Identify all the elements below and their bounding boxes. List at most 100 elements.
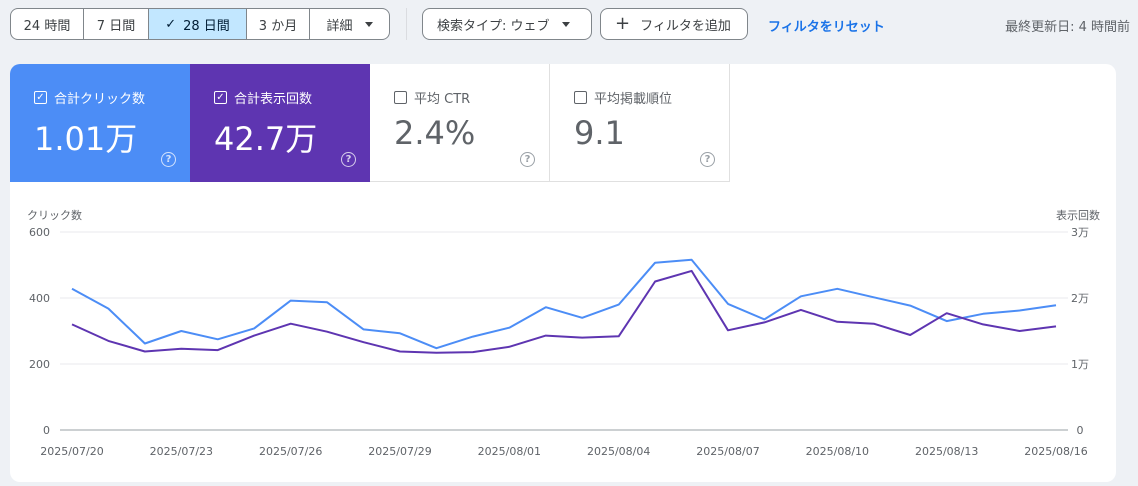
- x-tick-label: 2025/07/29: [368, 445, 431, 458]
- range-custom-button[interactable]: 詳細: [310, 9, 389, 39]
- clicks-data-point[interactable]: [686, 254, 698, 266]
- last-updated-text: 最終更新日: 4 時間前: [1005, 20, 1130, 35]
- impressions-data-point[interactable]: [941, 307, 953, 319]
- help-icon[interactable]: ?: [161, 152, 176, 167]
- impressions-data-point[interactable]: [686, 265, 698, 277]
- help-icon[interactable]: ?: [700, 152, 715, 167]
- clicks-data-point[interactable]: [175, 325, 187, 337]
- y-right-tick-label: 0: [1077, 424, 1084, 437]
- clicks-data-point[interactable]: [66, 283, 78, 295]
- clicks-data-point[interactable]: [212, 333, 224, 345]
- clicks-data-point[interactable]: [831, 283, 843, 295]
- y-right-tick-label: 1万: [1071, 358, 1089, 371]
- impressions-data-point[interactable]: [321, 326, 333, 338]
- metric-total-impressions[interactable]: ✓ 合計表示回数 42.7万 ?: [190, 64, 370, 182]
- impressions-data-point[interactable]: [1014, 325, 1026, 337]
- checkbox-unchecked-icon[interactable]: [394, 91, 407, 104]
- impressions-data-point[interactable]: [358, 336, 370, 348]
- impressions-data-point[interactable]: [285, 318, 297, 330]
- metric-value: 9.1: [574, 114, 625, 152]
- y-left-tick-label: 600: [29, 226, 50, 239]
- impressions-data-point[interactable]: [613, 330, 625, 342]
- clicks-data-point[interactable]: [795, 290, 807, 302]
- x-tick-label: 2025/07/20: [40, 445, 103, 458]
- clicks-data-point[interactable]: [467, 331, 479, 343]
- impressions-data-point[interactable]: [795, 304, 807, 316]
- clicks-data-point[interactable]: [576, 312, 588, 324]
- range-3m-button[interactable]: 3 か月: [247, 9, 310, 39]
- metric-value: 1.01万: [34, 120, 138, 158]
- performance-chart[interactable]: クリック数 表示回数 0 0 200 1万 400 2万 600 3万 2025/07/20 2…: [10, 64, 1116, 482]
- impressions-data-point[interactable]: [212, 344, 224, 356]
- y-axis-right-label: 表示回数: [1056, 208, 1100, 222]
- x-tick-label: 2025/08/10: [806, 445, 869, 458]
- y-axis-left-label: クリック数: [27, 209, 82, 222]
- clicks-data-point[interactable]: [285, 295, 297, 307]
- help-icon[interactable]: ?: [341, 152, 356, 167]
- impressions-data-point[interactable]: [540, 330, 552, 342]
- x-tick-label: 2025/07/23: [150, 445, 213, 458]
- checkbox-checked-icon[interactable]: ✓: [34, 91, 47, 104]
- clicks-data-point[interactable]: [904, 300, 916, 312]
- add-filter-button[interactable]: + フィルタを追加: [600, 8, 748, 40]
- impressions-data-point[interactable]: [576, 332, 588, 344]
- impressions-data-point[interactable]: [722, 324, 734, 336]
- range-7d-button[interactable]: 7 日間: [84, 9, 149, 39]
- checkbox-unchecked-icon[interactable]: [574, 91, 587, 104]
- impressions-data-point[interactable]: [1050, 320, 1062, 332]
- plus-icon: +: [615, 13, 631, 34]
- toolbar: 24 時間 7 日間 ✓ 28 日間 3 か月 詳細 検索タイプ: ウェブ + フィ…: [0, 0, 1138, 48]
- impressions-data-point[interactable]: [467, 346, 479, 358]
- y-left-tick-label: 0: [43, 424, 50, 437]
- clicks-data-point[interactable]: [868, 291, 880, 303]
- impressions-data-point[interactable]: [649, 276, 661, 288]
- impressions-data-point[interactable]: [102, 335, 114, 347]
- performance-card: ✓ 合計クリック数 1.01万 ? ✓ 合計表示回数 42.7万 ? 平均 CTR …: [10, 64, 1116, 482]
- impressions-data-point[interactable]: [430, 347, 442, 359]
- impressions-data-point[interactable]: [831, 316, 843, 328]
- range-24h-button[interactable]: 24 時間: [11, 9, 84, 39]
- metric-average-ctr[interactable]: 平均 CTR 2.4% ?: [370, 64, 550, 182]
- metric-total-clicks[interactable]: ✓ 合計クリック数 1.01万 ?: [10, 64, 190, 182]
- caret-down-icon: [561, 21, 570, 27]
- clicks-data-point[interactable]: [613, 299, 625, 311]
- help-icon[interactable]: ?: [520, 152, 535, 167]
- metric-average-position[interactable]: 平均掲載順位 9.1 ?: [550, 64, 730, 182]
- clicks-data-point[interactable]: [540, 301, 552, 313]
- metric-value: 42.7万: [214, 120, 318, 158]
- impressions-data-point[interactable]: [904, 329, 916, 341]
- clicks-data-point[interactable]: [1050, 299, 1062, 311]
- metric-label: 平均掲載順位: [594, 92, 673, 107]
- impressions-data-point[interactable]: [868, 318, 880, 330]
- metric-label: 合計クリック数: [54, 92, 146, 107]
- clicks-data-point[interactable]: [649, 257, 661, 269]
- clicks-data-point[interactable]: [722, 298, 734, 310]
- clicks-data-point[interactable]: [1014, 305, 1026, 317]
- search-type-dropdown[interactable]: 検索タイプ: ウェブ: [422, 8, 592, 40]
- clicks-series-line[interactable]: [71, 258, 1057, 350]
- range-28d-button[interactable]: ✓ 28 日間: [149, 9, 247, 39]
- y-right-tick-label: 2万: [1071, 292, 1089, 305]
- checkmark-icon: ✓: [165, 16, 177, 32]
- clicks-data-point[interactable]: [503, 322, 515, 334]
- clicks-data-point[interactable]: [977, 308, 989, 320]
- impressions-data-point[interactable]: [139, 345, 151, 357]
- reset-filter-link[interactable]: フィルタをリセット: [768, 20, 885, 35]
- impressions-data-point[interactable]: [758, 316, 770, 328]
- impressions-data-point[interactable]: [394, 345, 406, 357]
- impressions-data-point[interactable]: [248, 330, 260, 342]
- clicks-data-point[interactable]: [321, 296, 333, 308]
- y-right-tick-label: 3万: [1071, 226, 1089, 239]
- divider: [406, 8, 407, 40]
- impressions-data-point[interactable]: [503, 341, 515, 353]
- impressions-data-point[interactable]: [977, 318, 989, 330]
- checkbox-checked-icon[interactable]: ✓: [214, 91, 227, 104]
- x-tick-label: 2025/08/13: [915, 445, 978, 458]
- metric-label: 平均 CTR: [414, 92, 471, 107]
- impressions-series-line[interactable]: [71, 269, 1057, 354]
- impressions-data-point[interactable]: [66, 318, 78, 330]
- clicks-data-point[interactable]: [394, 327, 406, 339]
- impressions-data-point[interactable]: [175, 343, 187, 355]
- clicks-data-point[interactable]: [102, 303, 114, 315]
- clicks-data-point[interactable]: [358, 323, 370, 335]
